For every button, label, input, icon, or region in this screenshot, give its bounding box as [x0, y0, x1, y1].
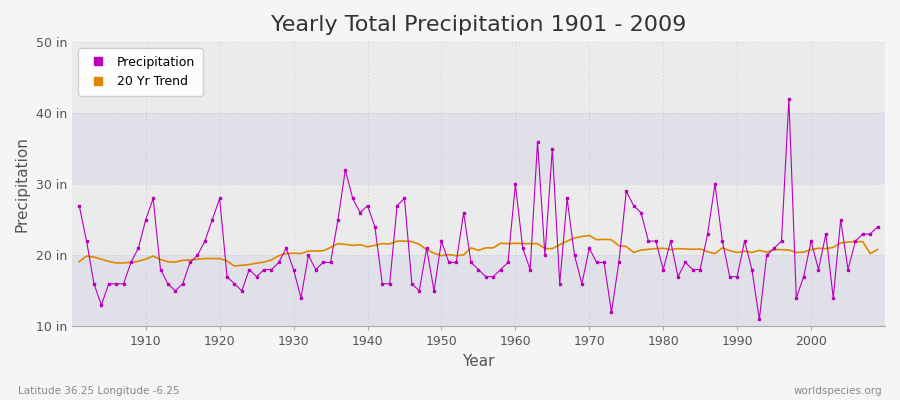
X-axis label: Year: Year: [462, 354, 495, 369]
Title: Yearly Total Precipitation 1901 - 2009: Yearly Total Precipitation 1901 - 2009: [271, 15, 686, 35]
Bar: [72, 42, 885, 113]
Bar: [72, 113, 885, 184]
Bar: [72, 184, 885, 255]
Legend: Precipitation, 20 Yr Trend: Precipitation, 20 Yr Trend: [78, 48, 202, 96]
Text: Latitude 36.25 Longitude -6.25: Latitude 36.25 Longitude -6.25: [18, 386, 180, 396]
Text: worldspecies.org: worldspecies.org: [794, 386, 882, 396]
Bar: [72, 255, 885, 326]
Y-axis label: Precipitation: Precipitation: [15, 136, 30, 232]
